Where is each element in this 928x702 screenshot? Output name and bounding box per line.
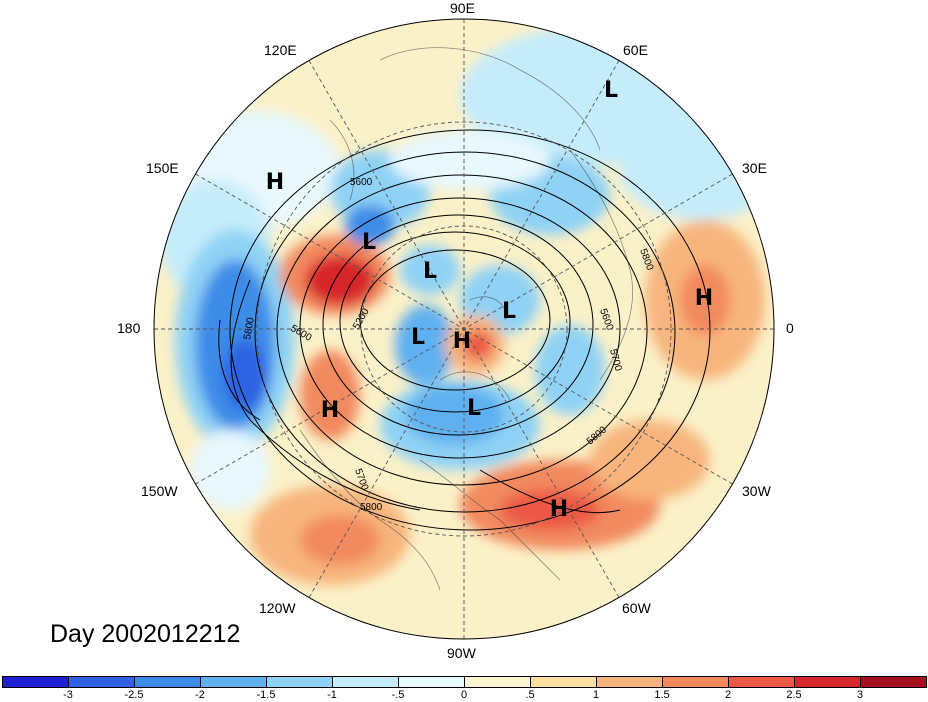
colorbar-swatch	[728, 676, 795, 688]
graticule	[154, 19, 774, 639]
colorbar-swatch	[662, 676, 729, 688]
contour-label: 5800	[360, 502, 383, 513]
colorbar-tick-label: 1.5	[654, 689, 670, 701]
high-center-label: H	[453, 329, 471, 354]
lon-label-120e: 120E	[264, 42, 297, 58]
colorbar-tick-label: -1	[327, 689, 337, 701]
lon-label-90e: 90E	[450, 0, 475, 16]
colorbar-tick-label: -2	[195, 689, 205, 701]
colorbar-swatch	[2, 676, 69, 688]
low-center-label: L	[362, 230, 376, 255]
colorbar-tick-label: .5	[525, 689, 535, 701]
colorbar-tick-label: -1.5	[256, 689, 276, 701]
lon-label-150w: 150W	[141, 483, 178, 499]
colorbar-swatch	[860, 676, 927, 688]
lon-label-150e: 150E	[146, 160, 179, 176]
colorbar-tick-label: -3	[63, 689, 73, 701]
colorbar-swatch	[200, 676, 267, 688]
colorbar-swatch	[134, 676, 201, 688]
contour-label: 5800	[242, 316, 257, 340]
colorbar-swatch	[794, 676, 861, 688]
colorbar-tick-label: 2.5	[786, 689, 802, 701]
colorbar-swatch	[332, 676, 399, 688]
colorbar-tick-label: 2	[724, 689, 732, 701]
lon-label-180: 180	[117, 320, 141, 336]
low-center-label: L	[604, 78, 618, 103]
colorbar-tick-label: 0	[460, 689, 468, 701]
lon-label-120w: 120W	[259, 600, 296, 616]
geopotential-contours	[218, 129, 711, 531]
colorbar	[2, 676, 927, 688]
contour-label: 5600	[350, 177, 373, 188]
high-center-label: H	[550, 497, 568, 522]
high-center-label: H	[695, 286, 713, 311]
map-border	[153, 18, 775, 640]
lon-label-0: 0	[786, 320, 794, 336]
colorbar-tick-label: 3	[856, 689, 864, 701]
colorbar-swatch	[530, 676, 597, 688]
colorbar-swatch	[398, 676, 465, 688]
lon-label-30e: 30E	[742, 160, 767, 176]
low-center-label: L	[502, 299, 516, 324]
colorbar-tick-label: 1	[592, 689, 600, 701]
lon-label-90w: 90W	[447, 645, 476, 661]
lon-label-30w: 30W	[742, 483, 771, 499]
colorbar-swatch	[68, 676, 135, 688]
colorbar-swatch	[464, 676, 531, 688]
date-title: Day 2002012212	[50, 620, 241, 648]
lon-label-60w: 60W	[622, 600, 651, 616]
colorbar-tick-label: -2.5	[124, 689, 144, 701]
low-center-label: L	[411, 325, 425, 350]
colorbar-swatch	[266, 676, 333, 688]
colorbar-tick-label: -.5	[391, 689, 405, 701]
low-center-label: L	[467, 396, 481, 421]
colorbar-swatch	[596, 676, 663, 688]
low-center-label: L	[423, 259, 437, 284]
high-center-label: H	[321, 398, 339, 423]
high-center-label: H	[266, 170, 284, 195]
lon-label-60e: 60E	[623, 42, 648, 58]
pressure-centers: L H L L L H L H H L H	[266, 78, 713, 522]
